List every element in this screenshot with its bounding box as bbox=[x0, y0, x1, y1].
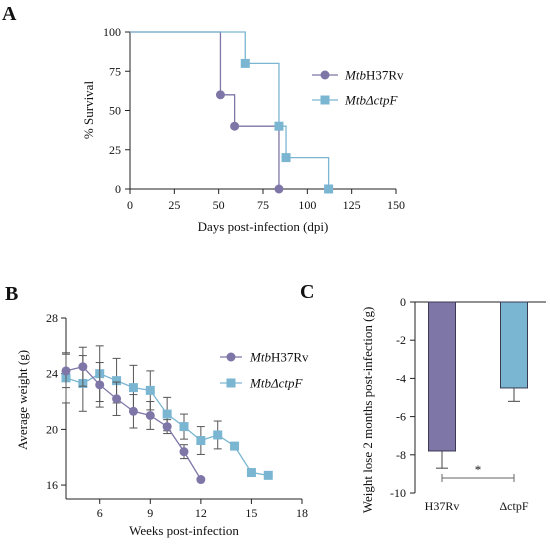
weight-point bbox=[128, 383, 138, 393]
weight-y-tick-label: 28 bbox=[46, 311, 58, 325]
survival-legend-ctpf-suffix: ΔctpF bbox=[365, 93, 399, 108]
weight-legend-ctpf-suffix: ΔctpF bbox=[270, 376, 304, 391]
weight-point bbox=[112, 394, 122, 404]
survival-x-tick-label: 100 bbox=[298, 198, 316, 212]
weight-point bbox=[78, 362, 88, 372]
panel-b-letter: B bbox=[5, 283, 18, 305]
weight-loss-bar-1 bbox=[500, 301, 528, 389]
weight-point bbox=[128, 406, 138, 416]
weight-point bbox=[162, 422, 172, 432]
survival-x-tick-label: 0 bbox=[127, 198, 133, 212]
weight-loss-category-label: ΔctpF bbox=[499, 499, 528, 513]
weight-point bbox=[213, 430, 223, 440]
weight-loss-y-tick-label: -10 bbox=[390, 486, 406, 500]
survival-x-tick-label: 150 bbox=[387, 198, 405, 212]
survival-point bbox=[215, 90, 225, 100]
weight-point bbox=[246, 468, 256, 478]
survival-legend-ctpf-prefix: Mtb bbox=[344, 93, 366, 108]
survival-legend-label-h37rv: MtbH37Rv bbox=[344, 68, 404, 83]
weight-point bbox=[61, 366, 71, 376]
weight-x-tick-label: 9 bbox=[147, 506, 153, 520]
survival-point bbox=[274, 184, 284, 194]
weight-y-tick-label: 16 bbox=[46, 478, 58, 492]
survival-legend-label-ctpf: MtbΔctpF bbox=[344, 93, 398, 108]
survival-x-tick-label: 75 bbox=[257, 198, 269, 212]
survival-line-0 bbox=[130, 31, 280, 189]
weight-legend-h37rv-prefix: Mtb bbox=[249, 350, 271, 365]
weight-legend: MtbH37Rv MtbΔctpF bbox=[220, 350, 309, 391]
weight-loss-y-tick-label: -4 bbox=[396, 371, 406, 385]
weight-legend-ctpf-prefix: Mtb bbox=[249, 376, 271, 391]
weight-legend-label-ctpf: MtbΔctpF bbox=[249, 376, 303, 391]
weight-point bbox=[112, 376, 122, 386]
weight-x-tick-label: 12 bbox=[195, 506, 207, 520]
weight-x-tick-label: 15 bbox=[245, 506, 257, 520]
panel-c-letter: C bbox=[300, 281, 314, 303]
weight-loss-bar-0 bbox=[428, 301, 456, 452]
survival-x-tick-label: 50 bbox=[213, 198, 225, 212]
weight-loss-category-label: H37Rv bbox=[425, 499, 460, 513]
survival-y-tick-label: 0 bbox=[115, 182, 121, 196]
survival-point bbox=[281, 153, 291, 163]
weight-x-tick-label: 6 bbox=[97, 506, 103, 520]
survival-legend-h37rv-prefix: Mtb bbox=[344, 68, 366, 83]
survival-x-axis-title: Days post-infection (dpi) bbox=[198, 219, 329, 234]
weight-chart: Average weight (g) Weeks post-infection … bbox=[15, 311, 308, 538]
weight-point bbox=[179, 447, 189, 457]
survival-point bbox=[274, 121, 284, 131]
survival-y-tick-label: 100 bbox=[103, 25, 121, 39]
weight-point bbox=[179, 422, 189, 432]
weight-point bbox=[145, 410, 155, 420]
survival-chart: % Survival Days post-infection (dpi) 0 25… bbox=[81, 25, 405, 234]
weight-y-tick-label: 24 bbox=[46, 367, 58, 381]
weight-point bbox=[196, 475, 206, 485]
weight-legend-h37rv-suffix: H37Rv bbox=[271, 350, 309, 365]
weight-loss-y-tick-label: -2 bbox=[396, 333, 406, 347]
weight-point bbox=[196, 436, 206, 446]
survival-x-tick-label: 25 bbox=[168, 198, 180, 212]
weight-loss-y-tick-label: -6 bbox=[396, 410, 406, 424]
survival-y-tick-label: 50 bbox=[109, 104, 121, 118]
significance-star: * bbox=[475, 462, 482, 477]
weight-loss-y-tick-label: 0 bbox=[400, 295, 406, 309]
weight-y-tick-label: 20 bbox=[46, 422, 58, 436]
weight-loss-y-tick-label: -8 bbox=[396, 448, 406, 462]
weight-loss-y-axis-title: Weight lose 2 months post-infection (g) bbox=[360, 307, 375, 514]
weight-point bbox=[95, 380, 105, 390]
weight-x-axis-title: Weeks post-infection bbox=[129, 523, 239, 538]
survival-point bbox=[240, 58, 250, 68]
survival-legend-h37rv-suffix: H37Rv bbox=[366, 68, 404, 83]
weight-point bbox=[162, 409, 172, 419]
weight-point bbox=[263, 470, 273, 480]
weight-x-tick-label: 18 bbox=[296, 506, 308, 520]
survival-point bbox=[230, 121, 240, 131]
survival-x-tick-label: 125 bbox=[343, 198, 361, 212]
survival-legend: MtbH37Rv MtbΔctpF bbox=[312, 68, 404, 108]
survival-y-tick-label: 75 bbox=[109, 64, 121, 78]
weight-point bbox=[145, 385, 155, 395]
survival-y-tick-label: 25 bbox=[109, 143, 121, 157]
survival-line-1 bbox=[130, 31, 330, 189]
survival-point bbox=[324, 184, 334, 194]
weight-legend-label-h37rv: MtbH37Rv bbox=[249, 350, 309, 365]
survival-y-axis-title: % Survival bbox=[81, 81, 96, 140]
weight-point bbox=[230, 441, 240, 451]
weight-y-axis-title: Average weight (g) bbox=[15, 350, 30, 450]
panel-a-letter: A bbox=[2, 3, 17, 25]
weight-loss-bar-chart: Weight lose 2 months post-infection (g) … bbox=[360, 295, 546, 513]
